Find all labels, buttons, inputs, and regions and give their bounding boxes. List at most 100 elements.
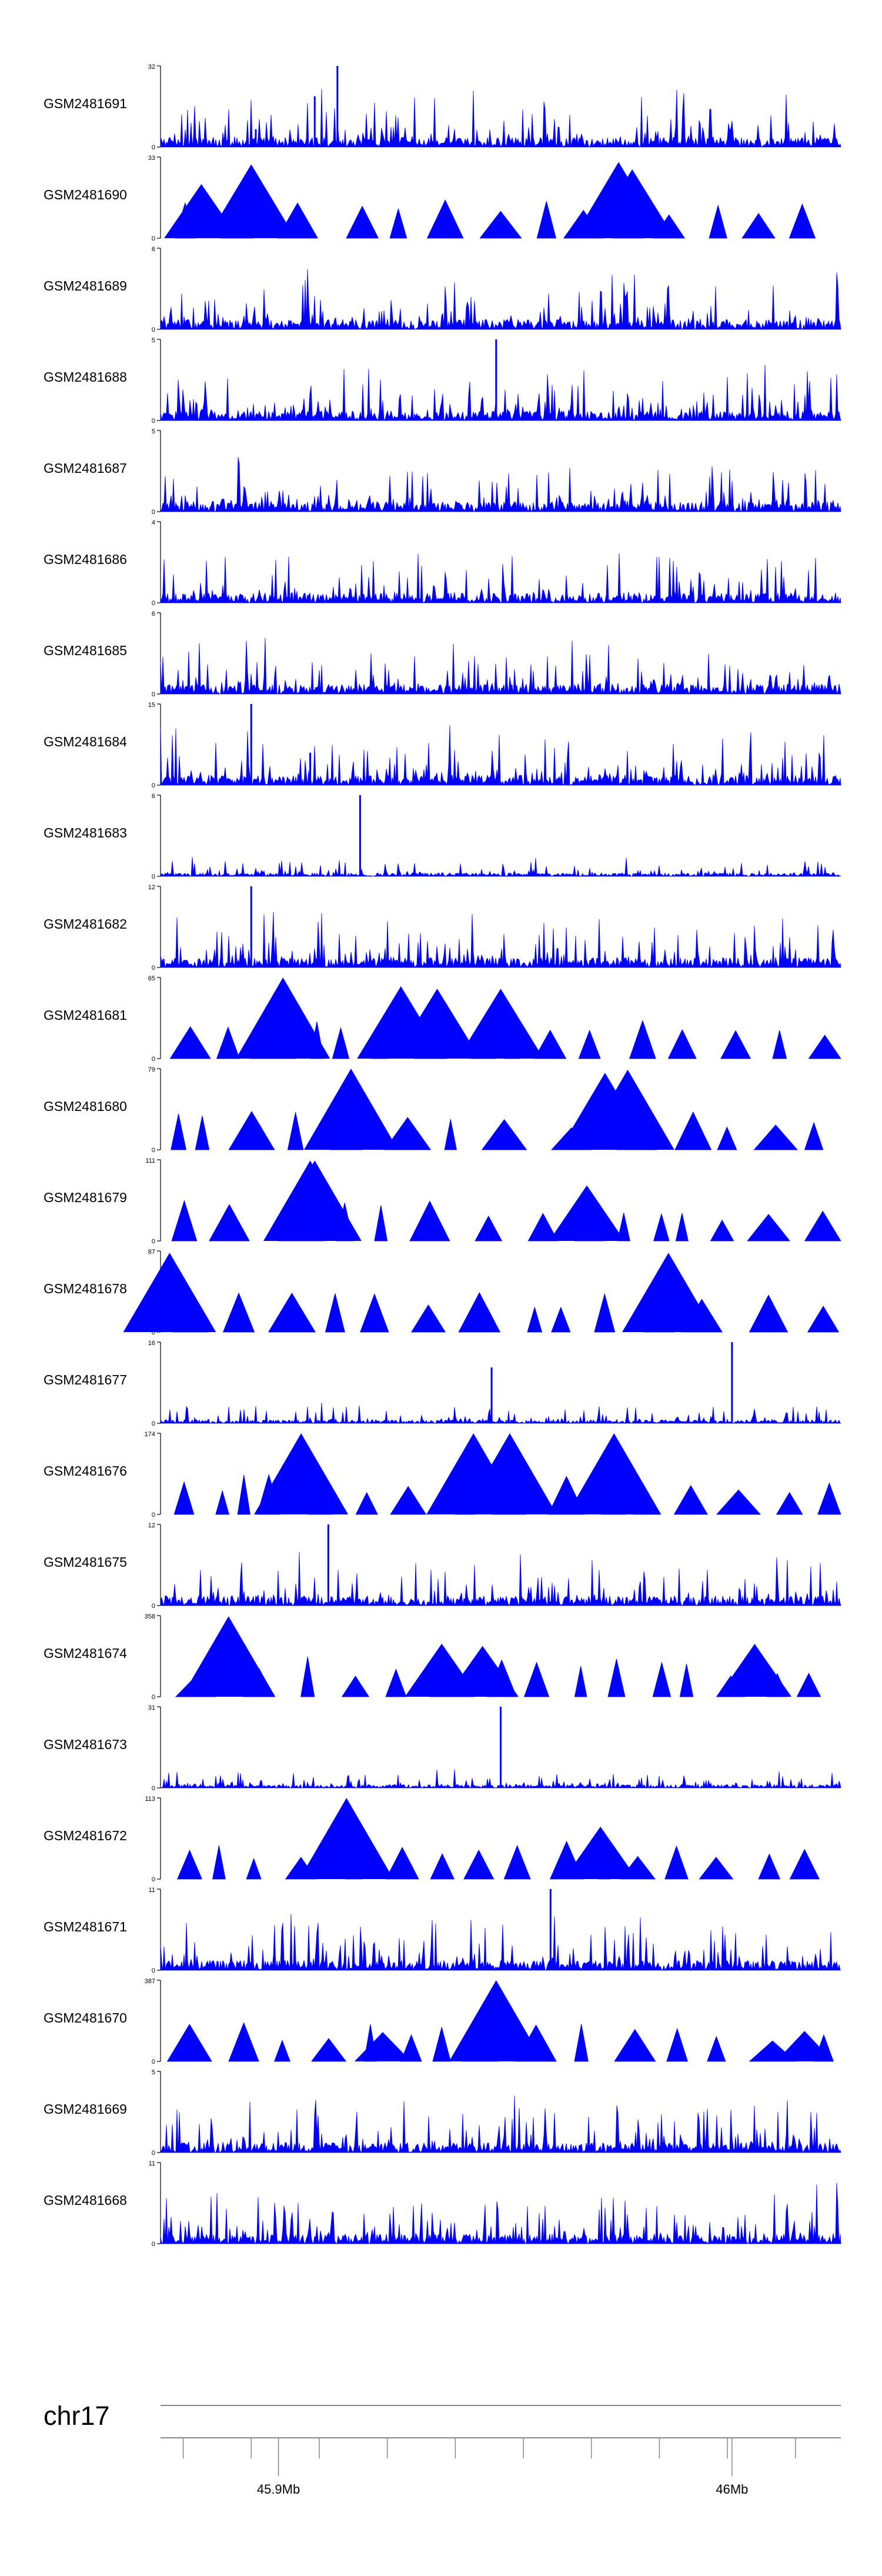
track-GSM2481682: GSM2481682 12 0 [44,884,841,972]
track-GSM2481684: GSM2481684 15 0 [44,702,841,789]
y-max-label: 174 [145,1431,155,1438]
track-label: GSM2481678 [44,1281,127,1296]
y-max-label: 113 [145,1796,155,1803]
x-tick-label: 46Mb [716,2482,748,2497]
signal-peak [563,1826,637,1879]
y-min-label: 0 [152,1967,155,1974]
signal-area [160,89,841,148]
track-label: GSM2481688 [44,369,127,385]
y-min-label: 0 [152,965,155,972]
track-label: GSM2481669 [44,2101,127,2117]
signal-peak [182,1616,276,1697]
signal-peak [354,2032,412,2061]
y-min-label: 0 [152,1785,155,1792]
signal-area [160,725,841,786]
signal-area [160,365,841,421]
track-GSM2481683: GSM2481683 6 0 [44,793,841,880]
signal-peak [303,1069,398,1150]
track-label: GSM2481673 [44,1737,127,1752]
y-max-label: 5 [152,337,155,344]
y-max-label: 12 [148,1522,155,1529]
signal-peak [394,989,480,1059]
signal-peak [449,1980,543,2061]
y-max-label: 6 [152,610,155,618]
track-label: GSM2481675 [44,1554,127,1570]
signal-peak [567,1433,662,1514]
y-min-label: 0 [152,418,155,425]
track-GSM2481691: GSM2481691 32 0 [44,64,841,151]
y-min-label: 0 [152,1329,155,1336]
y-max-label: 31 [148,1704,155,1711]
y-max-label: 65 [148,975,155,982]
y-min-label: 0 [152,1876,155,1883]
track-GSM2481672: GSM2481672 113 0 [44,1796,820,1883]
y-min-label: 0 [152,1238,155,1245]
y-max-label: 5 [152,428,155,435]
signal-peak [589,169,675,238]
track-label: GSM2481671 [44,1919,127,1934]
chromosome-axis: chr17 45.9Mb 46Mb [44,2401,841,2497]
y-max-label: 11 [149,1887,155,1894]
y-min-label: 0 [152,873,155,880]
y-min-label: 0 [152,1694,155,1701]
signal-peak [776,2031,834,2061]
track-label: GSM2481680 [44,1099,127,1114]
tracks-layer: GSM2481691320GSM2481690330GSM248168960GS… [44,64,841,2248]
track-GSM2481689: GSM2481689 6 0 [44,246,841,333]
signal-peak [622,1253,715,1332]
y-max-label: 33 [148,155,155,162]
signal-peak [457,989,544,1059]
signal-area [171,1110,824,1150]
track-label: GSM2481668 [44,2193,127,2208]
track-label: GSM2481679 [44,1190,127,1205]
y-min-label: 0 [152,2241,155,2248]
signal-area [160,857,841,877]
y-max-label: 79 [148,1066,155,1073]
track-GSM2481680: GSM2481680 79 0 [44,1066,824,1154]
y-max-label: 6 [152,246,155,253]
signal-peak [717,1644,791,1697]
signal-area [160,269,841,331]
y-min-label: 0 [152,1056,155,1063]
signal-area [172,1292,840,1333]
track-GSM2481669: GSM2481669 5 0 [44,2069,841,2157]
y-min-label: 0 [152,235,155,242]
signal-peak [206,164,296,238]
track-GSM2481675: GSM2481675 12 0 [44,1522,841,1610]
y-min-label: 0 [152,144,155,151]
signal-area [160,1914,841,1971]
y-min-label: 0 [152,782,155,789]
signal-peak [254,1433,349,1514]
y-min-label: 0 [152,1147,155,1154]
track-label: GSM2481677 [44,1372,127,1387]
y-max-label: 87 [148,1249,155,1256]
signal-area [160,456,841,513]
track-GSM2481688: GSM2481688 5 0 [44,337,841,425]
signal-area [160,2183,841,2245]
signal-area [177,1840,820,1880]
y-min-label: 0 [152,691,155,698]
y-max-label: 15 [148,702,155,709]
track-GSM2481676: GSM2481676 174 0 [44,1431,841,1519]
track-label: GSM2481681 [44,1007,127,1023]
y-max-label: 5 [152,2069,155,2076]
x-tick-label: 45.9Mb [257,2482,300,2497]
track-label: GSM2481676 [44,1463,127,1479]
track-GSM2481685: GSM2481685 6 0 [44,610,841,698]
track-GSM2481670: GSM2481670 387 0 [44,1978,834,2066]
y-max-label: 12 [148,884,155,891]
y-min-label: 0 [152,2150,155,2157]
track-label: GSM2481687 [44,461,127,476]
track-GSM2481677: GSM2481677 16 0 [44,1340,841,1427]
y-min-label: 0 [152,600,155,607]
signal-area [160,2095,841,2154]
track-label: GSM2481674 [44,1646,127,1661]
track-GSM2481674: GSM2481674 358 0 [44,1613,821,1701]
signal-peak [446,1646,519,1697]
track-label: GSM2481670 [44,2010,127,2026]
signal-area [160,638,841,695]
signal-area [160,1552,841,1607]
signal-peak [559,1072,651,1150]
y-min-label: 0 [152,509,155,516]
